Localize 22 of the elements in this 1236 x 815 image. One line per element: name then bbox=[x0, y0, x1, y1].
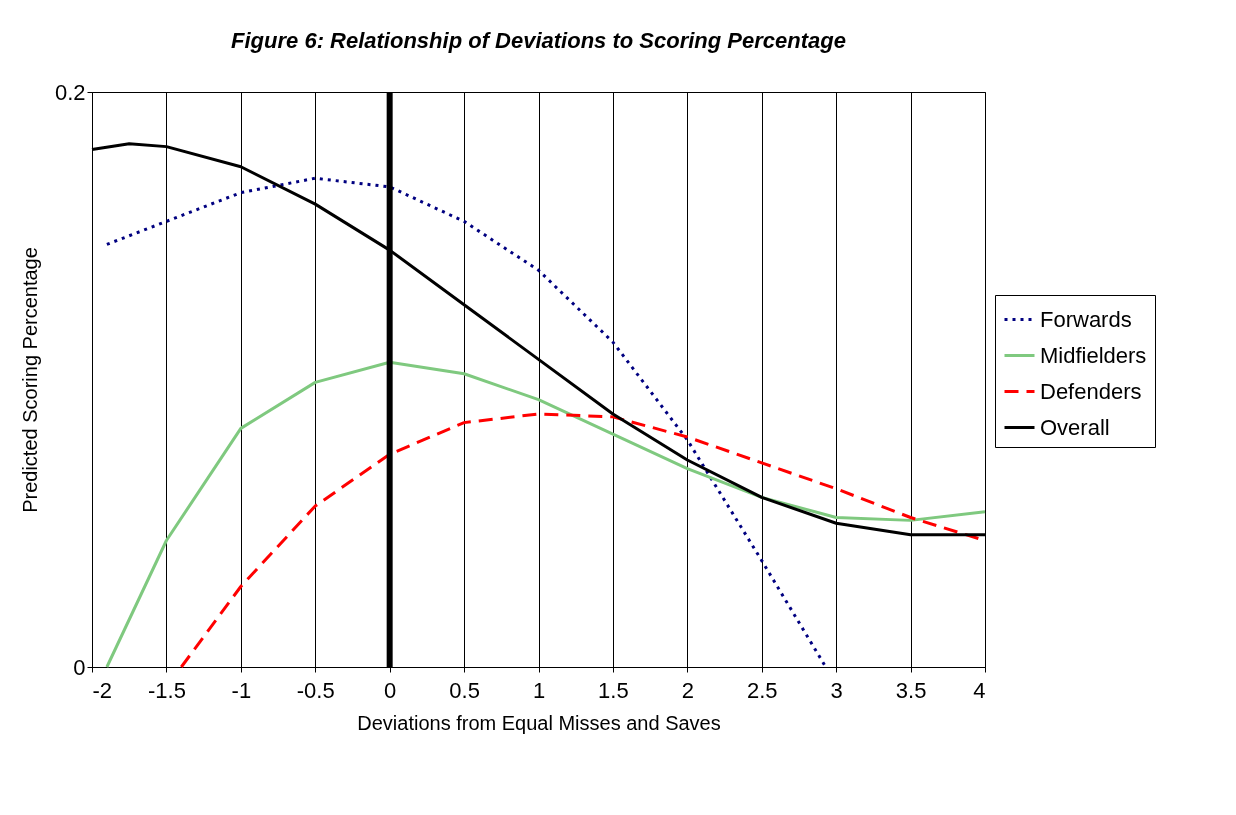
chart-title: Figure 6: Relationship of Deviations to Scoring Percentage bbox=[231, 28, 846, 53]
legend-label: Midfielders bbox=[1040, 342, 1147, 368]
legend-label: Overall bbox=[1040, 414, 1110, 440]
y-tick-label: 0.2 bbox=[54, 79, 86, 105]
y-axis-title: Predicted Scoring Percentage bbox=[18, 247, 41, 513]
legend-label: Forwards bbox=[1040, 306, 1132, 332]
x-tick-label: -1 bbox=[231, 677, 252, 703]
x-tick-label: -2 bbox=[92, 677, 113, 703]
x-tick-label: 0.5 bbox=[449, 677, 480, 703]
x-tick-label: 2 bbox=[681, 677, 694, 703]
x-tick-label: -0.5 bbox=[296, 677, 335, 703]
x-tick-label: 3 bbox=[830, 677, 843, 703]
legend-label: Defenders bbox=[1040, 378, 1142, 404]
x-tick-label: 3.5 bbox=[895, 677, 927, 703]
x-tick-label: 2.5 bbox=[746, 677, 778, 703]
x-tick-label: 1 bbox=[532, 677, 546, 703]
x-tick-label: 1.5 bbox=[598, 677, 629, 703]
line-series bbox=[105, 360, 987, 669]
x-axis-title: Deviations from Equal Misses and Saves bbox=[357, 711, 721, 734]
x-tick-label: -1.5 bbox=[147, 677, 186, 703]
x-tick-label: 4 bbox=[973, 677, 986, 703]
x-tick-label: 0 bbox=[384, 677, 397, 703]
